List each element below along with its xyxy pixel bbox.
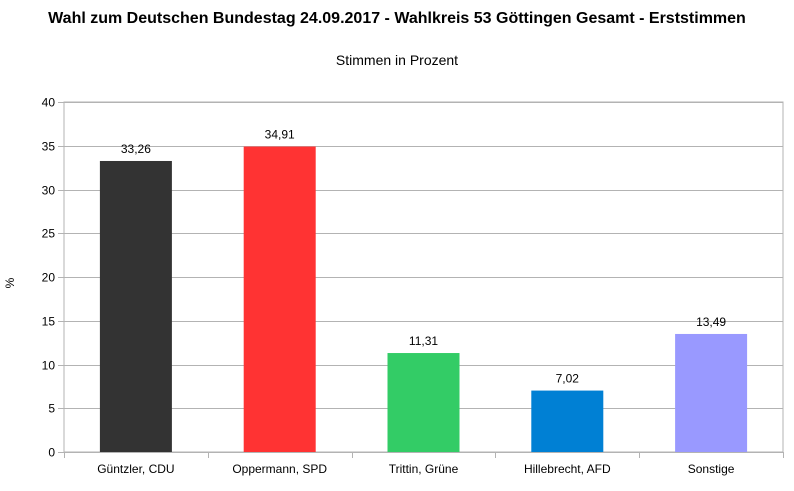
bar-value-label: 13,49 (696, 315, 726, 329)
y-axis-ticks: 0 5 10 15 20 25 30 35 40 (42, 96, 64, 460)
x-tick-label: Sonstige (688, 462, 735, 476)
y-tick-label: 15 (42, 315, 56, 329)
x-tick-label: Trittin, Grüne (389, 462, 459, 476)
bar-value-label: 7,02 (556, 372, 580, 386)
y-tick-label: 20 (42, 271, 56, 285)
y-tick-label: 30 (42, 184, 56, 198)
y-tick-label: 10 (42, 359, 56, 373)
y-tick-label: 35 (42, 140, 56, 154)
bar (99, 160, 172, 452)
x-tick-label: Güntzler, CDU (97, 462, 174, 476)
x-axis-ticks: Güntzler, CDU Oppermann, SPD Trittin, Grün… (64, 452, 784, 476)
data-labels: 33,26 34,91 11,31 7,02 13,49 (121, 128, 727, 386)
chart-subtitle: Stimmen in Prozent (335, 52, 459, 68)
bars (99, 146, 748, 452)
y-tick-label: 0 (48, 446, 55, 460)
bar-value-label: 34,91 (265, 128, 295, 142)
y-tick-label: 25 (42, 227, 56, 241)
y-tick-label: 40 (42, 96, 56, 110)
x-tick-label: Hillebrecht, AFD (524, 462, 611, 476)
y-tick-label: 5 (48, 402, 55, 416)
bar (387, 353, 460, 452)
bar (675, 333, 748, 452)
chart-title: Wahl zum Deutschen Bundestag 24.09.2017 … (48, 10, 746, 27)
bar-value-label: 33,26 (121, 142, 151, 156)
bar-value-label: 11,31 (409, 334, 438, 348)
bar (243, 146, 316, 452)
x-tick-label: Oppermann, SPD (232, 462, 327, 476)
y-axis-label: % (3, 277, 17, 288)
bar (531, 390, 604, 452)
